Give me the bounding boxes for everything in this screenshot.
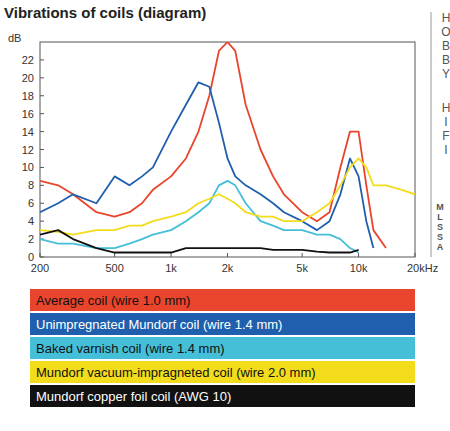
x-tick	[227, 253, 228, 257]
y-tick	[40, 203, 44, 204]
y-tick-label: 8	[28, 179, 34, 191]
y-tick-label: 10	[22, 161, 34, 173]
legend-label: Mundorf vacuum-impragneted coil (wire 2.…	[36, 365, 316, 380]
x-tick	[415, 253, 416, 257]
y-tick	[40, 95, 44, 96]
series-line	[40, 82, 373, 248]
side-label: MLSSA	[436, 202, 444, 252]
side-divider	[431, 12, 432, 257]
x-tick-label: 20kHz	[407, 262, 438, 274]
y-tick-label: 18	[22, 90, 34, 102]
legend-label: Unimpregnated Mundorf coil (wire 1.4 mm)	[36, 317, 282, 332]
y-tick-label: 6	[28, 197, 34, 209]
side-label: HIFI	[442, 101, 450, 157]
x-tick	[114, 253, 115, 257]
y-tick-label: 16	[22, 108, 34, 120]
chart: Vibrations of coils (diagram)dB024681012…	[0, 0, 450, 431]
y-tick	[40, 185, 44, 186]
legend-swatch	[30, 313, 415, 335]
y-tick-label: 14	[22, 126, 34, 138]
legend-swatch	[30, 385, 415, 407]
legend-label: Baked varnish coil (wire 1.4 mm)	[36, 341, 225, 356]
legend-label: Mundorf copper foil coil (AWG 10)	[36, 389, 231, 404]
y-tick-label: 2	[28, 233, 34, 245]
side-label: HOBBY	[441, 11, 450, 81]
x-tick	[302, 253, 303, 257]
x-tick-label: 500	[105, 262, 123, 274]
legend-swatch	[30, 289, 415, 311]
legend-swatch	[30, 361, 415, 383]
x-tick-label: 5k	[296, 262, 308, 274]
x-tick-label: 2k	[222, 262, 234, 274]
y-tick	[40, 131, 44, 132]
series-line	[40, 158, 415, 234]
y-tick	[40, 221, 44, 222]
y-tick	[40, 113, 44, 114]
series-line	[40, 230, 359, 252]
series-line	[40, 42, 386, 248]
y-tick-label: 12	[22, 144, 34, 156]
x-tick-label: 1k	[165, 262, 177, 274]
y-tick	[40, 167, 44, 168]
series-group	[40, 42, 415, 253]
y-tick-label: 22	[22, 54, 34, 66]
legend-label: Average coil (wire 1.0 mm)	[36, 293, 190, 308]
y-tick	[40, 149, 44, 150]
x-tick	[358, 253, 359, 257]
x-tick	[171, 253, 172, 257]
y-tick-label: 20	[22, 72, 34, 84]
title: Vibrations of coils (diagram)	[4, 4, 206, 21]
y-tick	[40, 59, 44, 60]
plot-frame	[40, 42, 415, 257]
x-tick	[40, 253, 41, 257]
y-axis-label: dB	[8, 32, 21, 44]
y-tick	[40, 257, 44, 258]
x-tick-label: 10k	[350, 262, 368, 274]
legend-swatch	[30, 337, 415, 359]
y-tick	[40, 77, 44, 78]
x-tick-label: 200	[31, 262, 49, 274]
y-tick-label: 4	[28, 215, 34, 227]
